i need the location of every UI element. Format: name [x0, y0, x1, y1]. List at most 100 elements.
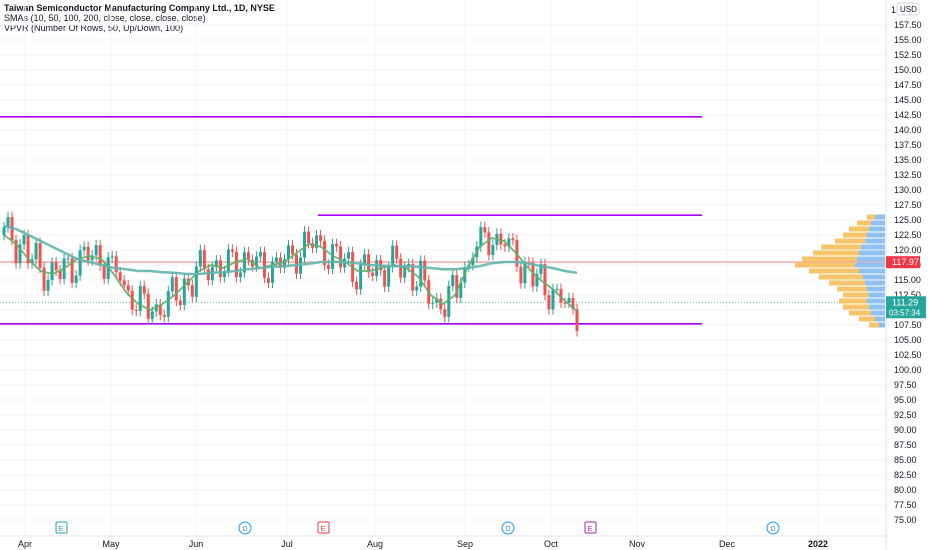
candle-body	[511, 238, 515, 241]
price-tick-label: 87.50	[894, 440, 917, 450]
candle-body	[206, 269, 210, 281]
volume-profile-up-bar	[867, 232, 885, 238]
price-tick-label: 157.50	[894, 20, 922, 30]
volume-profile-down-bar	[809, 268, 859, 274]
price-tick-label: 155.00	[894, 35, 922, 45]
price-tick-label-top: 16	[891, 5, 901, 15]
candle-body	[246, 252, 250, 260]
time-tick-label: Nov	[629, 539, 646, 549]
price-tick-label: 102.50	[894, 350, 922, 360]
candle-body	[166, 291, 170, 317]
candle-body	[547, 295, 551, 310]
price-tick-label: 85.00	[894, 455, 917, 465]
volume-profile-down-bar	[835, 238, 865, 244]
event-marker-label: D	[770, 526, 775, 533]
volume-profile-up-bar	[857, 256, 885, 262]
time-axis[interactable]: Apr May Jun Jul Aug Sep Oct Nov Dec 2022	[0, 535, 886, 549]
event-marker-label: E	[59, 526, 64, 533]
price-axis[interactable]: 157.50 155.00 152.50 150.00 147.50 145.00 142.…	[885, 0, 932, 550]
candle-body	[254, 256, 258, 267]
candle-body	[26, 235, 30, 264]
price-tag-current	[886, 296, 926, 319]
candle-body	[266, 277, 270, 283]
candle-body	[150, 311, 154, 319]
volume-profile-down-bar	[837, 286, 867, 292]
candle-body	[202, 250, 206, 270]
sma-legend[interactable]: SMAs (10, 50, 100, 200, close, close, cl…	[4, 13, 206, 23]
candle-body	[539, 264, 543, 274]
time-tick-label: Aug	[367, 539, 383, 549]
candle-body	[487, 232, 491, 256]
candle-body	[431, 302, 435, 304]
candle-body	[98, 245, 102, 266]
candle-body	[323, 240, 327, 265]
event-marker-label: E	[321, 526, 326, 533]
time-tick-label: Jun	[189, 539, 204, 549]
candle-body	[2, 227, 6, 235]
candle-body	[483, 227, 487, 233]
candle-body	[258, 252, 262, 257]
candle-body	[519, 266, 523, 284]
volume-profile-down-bar	[867, 214, 875, 220]
candle-body	[563, 302, 567, 304]
price-tick-label: 105.00	[894, 335, 922, 345]
candle-body	[403, 266, 407, 278]
candle-body	[575, 309, 579, 332]
price-tick-label: 115.00	[894, 275, 921, 285]
event-marker-label: E	[588, 526, 593, 533]
price-tick-label: 82.50	[894, 470, 917, 480]
price-tick-label: 107.50	[894, 320, 922, 330]
candle-body	[274, 257, 278, 262]
volume-profile-up-bar	[863, 274, 885, 280]
volume-profile-up-bar	[869, 292, 885, 298]
candle-body	[270, 261, 274, 283]
candle-body	[50, 262, 54, 280]
volume-profile-down-bar	[849, 226, 869, 232]
candle-body	[178, 300, 182, 305]
price-tick-label: 100.00	[894, 365, 922, 375]
candle-body	[443, 309, 447, 317]
sma-50-line	[3, 224, 578, 276]
price-tag-current-label: 111.29	[892, 297, 918, 307]
candle-body	[423, 260, 427, 281]
vpvr-legend[interactable]: VPVR (Number Of Rows, 50, Up/Down, 100)	[4, 23, 184, 33]
candle-body	[54, 262, 58, 271]
price-tick-label: 127.50	[894, 200, 922, 210]
candle-body	[347, 252, 351, 259]
candle-body	[238, 272, 242, 278]
price-tick-label: 75.00	[894, 515, 917, 525]
candle-body	[291, 245, 295, 255]
candle-body	[359, 264, 363, 290]
candle-body	[315, 235, 319, 248]
candle-body	[327, 264, 331, 269]
price-tick-label: 90.00	[894, 425, 917, 435]
volume-profile-up-bar	[871, 220, 885, 226]
candle-body	[455, 275, 459, 298]
volume-profile-down-bar	[813, 250, 859, 256]
time-tick-label: May	[102, 539, 120, 549]
candle-body	[126, 285, 130, 291]
countdown-label: 03:57:34	[889, 308, 921, 317]
candle-body	[234, 251, 238, 278]
candle-body	[411, 263, 415, 291]
candle-body	[479, 227, 483, 247]
candle-body	[286, 245, 290, 260]
time-tick-label: 2022	[808, 539, 828, 549]
currency-badge	[896, 2, 920, 16]
volume-profile-up-bar	[861, 244, 885, 250]
event-marker-label: D	[505, 526, 510, 533]
price-tick-label: 77.50	[894, 500, 917, 510]
candle-body	[371, 272, 375, 276]
candle-body	[78, 250, 82, 276]
moving-averages	[3, 224, 578, 312]
candle-body	[174, 277, 178, 301]
volume-profile-up-bar	[867, 286, 885, 292]
candle-body	[82, 246, 86, 251]
currency-label: USD	[900, 5, 917, 14]
candle-body	[162, 314, 166, 317]
candle-body	[198, 250, 202, 267]
earnings-marker	[55, 521, 68, 534]
candle-body	[262, 252, 266, 278]
